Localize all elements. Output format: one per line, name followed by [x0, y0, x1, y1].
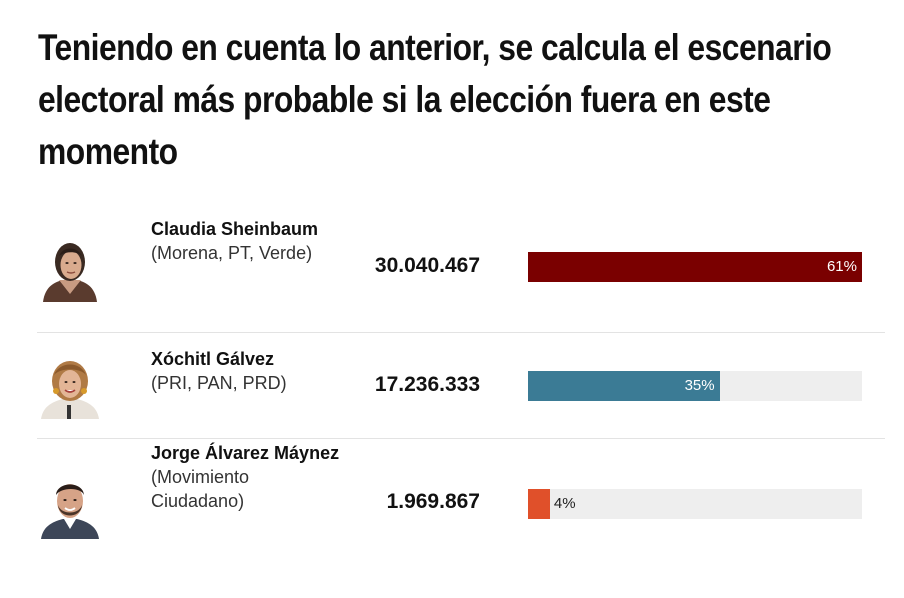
candidate-name: Jorge Álvarez Máynez — [151, 443, 340, 463]
bar-galvez — [528, 371, 720, 401]
candidate-party: (Morena, PT, Verde) — [151, 243, 313, 263]
candidate-row-sheinbaum: Claudia Sheinbaum (Morena, PT, Verde) 30… — [37, 212, 885, 332]
vote-count: 1.969.867 — [386, 490, 480, 513]
bar-track: 4% — [528, 489, 862, 519]
candidate-party: (PRI, PAN, PRD) — [151, 373, 287, 393]
vote-count: 17.236.333 — [374, 373, 480, 396]
candidate-label: Jorge Álvarez Máynez (Movimiento Ciudada… — [151, 441, 341, 513]
candidate-label: Xóchitl Gálvez (PRI, PAN, PRD) — [151, 347, 341, 395]
candidate-party: (Movimiento Ciudadano) — [151, 467, 250, 511]
bar-track: 61% — [528, 252, 862, 282]
percent-label: 4% — [553, 495, 576, 512]
candidate-label: Claudia Sheinbaum (Morena, PT, Verde) — [151, 217, 341, 265]
percent-label: 35% — [684, 377, 715, 394]
row-divider — [37, 438, 885, 439]
bar-alvarez-maynez — [528, 489, 550, 519]
row-divider — [37, 332, 885, 333]
candidate-row-alvarez-maynez: Jorge Álvarez Máynez (Movimiento Ciudada… — [37, 439, 885, 559]
bar-track: 35% — [528, 371, 862, 401]
vote-count: 30.040.467 — [374, 254, 480, 277]
percent-label: 61% — [826, 258, 857, 275]
candidate-row-galvez: Xóchitl Gálvez (PRI, PAN, PRD) 17.236.33… — [37, 333, 885, 438]
candidate-name: Claudia Sheinbaum — [151, 219, 319, 239]
xochitl-galvez-avatar — [37, 353, 103, 419]
candidate-name: Xóchitl Gálvez — [151, 349, 275, 369]
bar-sheinbaum — [528, 252, 862, 282]
claudia-sheinbaum-avatar — [37, 236, 103, 302]
jorge-alvarez-maynez-avatar — [37, 473, 103, 539]
chart-title: Teniendo en cuenta lo anterior, se calcu… — [38, 27, 832, 172]
